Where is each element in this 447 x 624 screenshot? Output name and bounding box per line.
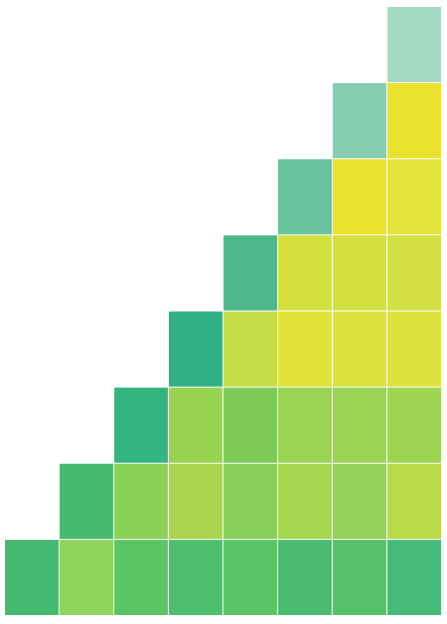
heatmap-cell: [59, 463, 114, 539]
heatmap-cell: [223, 387, 278, 463]
heatmap-cell: [223, 463, 278, 539]
heatmap-cell: [223, 311, 278, 387]
heatmap-cell: [387, 159, 441, 235]
heatmap-cell: [168, 387, 223, 463]
heatmap-cell: [278, 463, 332, 539]
heatmap-cell: [332, 387, 387, 463]
heatmap-cell: [387, 463, 441, 539]
heatmap-cell: [114, 463, 168, 539]
heatmap-cell: [387, 539, 441, 615]
heatmap-cell: [332, 235, 387, 311]
heatmap-cell: [332, 463, 387, 539]
heatmap-cell: [223, 539, 278, 615]
heatmap-cell: [278, 311, 332, 387]
heatmap-cell: [168, 539, 223, 615]
heatmap-cell: [223, 235, 278, 311]
heatmap-cell: [114, 387, 168, 463]
heatmap-cell: [278, 159, 332, 235]
heatmap-cell: [278, 235, 332, 311]
heatmap-cell: [332, 311, 387, 387]
heatmap-cell: [168, 311, 223, 387]
heatmap-cell: [387, 235, 441, 311]
heatmap-cell: [332, 83, 387, 159]
heatmap-cell: [387, 83, 441, 159]
heatmap-cell: [59, 539, 114, 615]
heatmap-cell: [387, 311, 441, 387]
heatmap-cell: [332, 539, 387, 615]
heatmap-cell: [387, 7, 441, 83]
heatmap-cell: [387, 387, 441, 463]
heatmap-cell: [5, 539, 59, 615]
heatmap-cell: [332, 159, 387, 235]
heatmap-cell: [278, 387, 332, 463]
heatmap-cell: [168, 463, 223, 539]
heatmap-cell: [114, 539, 168, 615]
heatmap-cell: [278, 539, 332, 615]
